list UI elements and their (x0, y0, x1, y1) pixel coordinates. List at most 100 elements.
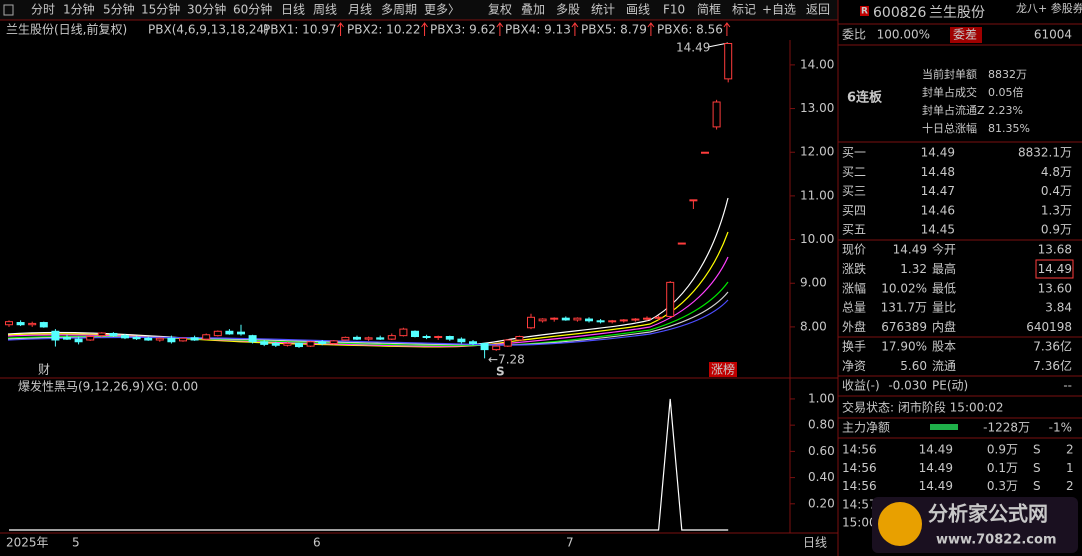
weicha-bg (950, 27, 982, 43)
up-arrow (571, 22, 579, 36)
high-label: 14.49 (676, 41, 710, 55)
indicator-value: PBX3: 9.62 (430, 23, 496, 37)
toolbar-button[interactable]: F10 (663, 3, 685, 17)
candle-body (109, 332, 118, 337)
toolbar-button[interactable]: 多周期 (381, 3, 417, 17)
candle-body (724, 42, 733, 80)
toolbar-button[interactable]: 分时 (31, 3, 55, 17)
trade-side: S (1033, 443, 1041, 457)
toolbar-button[interactable]: +自选 (762, 3, 796, 17)
toolbar-button[interactable]: 日线 (281, 3, 305, 17)
up-arrow (496, 22, 504, 36)
toolbar-button[interactable]: 15分钟 (141, 2, 180, 17)
trade-time: 15:00 (842, 516, 877, 530)
candle-body (132, 336, 141, 340)
toolbar-button[interactable]: 返回 (806, 3, 830, 17)
indicator-title: 爆发性黑马(9,12,26,9) (18, 379, 145, 394)
low-label: ←7.28 (488, 353, 525, 367)
label: 内盘 (932, 319, 956, 334)
board-badge-bg (709, 362, 737, 377)
trade-price: 14.49 (919, 479, 953, 493)
trade-side: S (1033, 479, 1041, 493)
watermark-url: www.70822.com (936, 533, 1057, 548)
value: 14.49 (893, 243, 927, 257)
label: 买三 (842, 184, 866, 198)
value: 100.00% (877, 28, 930, 42)
candle-body (677, 242, 686, 245)
value: 0.4万 (1041, 184, 1072, 198)
toolbar-button[interactable]: 多股 (556, 3, 580, 17)
trade-price: 14.49 (919, 443, 953, 457)
y-tick-label: 9.00 (800, 276, 827, 290)
toolbar-button[interactable]: 统计 (591, 3, 615, 17)
candle-body (167, 337, 176, 343)
label: 收益(-) (842, 378, 880, 392)
toolbar-button[interactable]: 周线 (313, 3, 337, 17)
up-arrow (337, 22, 344, 36)
candle-body (63, 337, 71, 340)
candle-body (643, 317, 651, 320)
label: 今开 (932, 242, 956, 257)
signal-marker: S (496, 365, 505, 379)
candle-body (631, 318, 640, 321)
toolbar-button[interactable]: 1分钟 (63, 2, 95, 17)
candle-body (74, 338, 83, 343)
trade-side: S (1033, 461, 1041, 475)
candle-body (701, 151, 709, 154)
y-tick-label: 13.00 (800, 101, 834, 115)
date-label: 7 (566, 536, 574, 550)
toolbar-button[interactable]: 60分钟 (233, 2, 272, 17)
indicator-value: PBX5: 8.79 (581, 23, 647, 37)
indicator-name: PBX(4,6,9,13,18,24) (148, 23, 269, 37)
stock-name: 兰生股份 (929, 5, 985, 21)
value: 8832万 (988, 68, 1027, 81)
candle-body (353, 336, 361, 340)
y-tick-label: 0.80 (808, 418, 835, 432)
trade-time: 14:56 (842, 479, 877, 493)
candle-body (550, 317, 559, 320)
toolbar-button[interactable]: 画线 (626, 3, 650, 17)
label: 买一 (842, 146, 866, 160)
toolbar-button[interactable]: 更多〉 (424, 3, 460, 17)
toolbar-button[interactable]: 叠加 (521, 3, 545, 17)
value: 1.32 (900, 262, 927, 276)
toolbar-button[interactable]: 30分钟 (187, 2, 226, 17)
label: PE(动) (932, 378, 968, 392)
trade-count: 1 (1066, 461, 1074, 475)
y-tick-label: 8.00 (800, 319, 827, 333)
indicator-value: PBX2: 10.22 (347, 23, 421, 37)
toolbar-button[interactable]: 简框 (697, 3, 721, 17)
y-tick-label: 10.00 (800, 232, 834, 246)
date-label: 日线 (803, 536, 827, 550)
toolbar-bg (0, 0, 838, 20)
candle-body (469, 341, 477, 345)
ma-line (7, 299, 729, 346)
candle-body (260, 341, 269, 345)
candle-body (573, 317, 582, 321)
value: 676389 (881, 320, 927, 334)
candle-body (28, 322, 37, 326)
y-tick-label: 1.00 (808, 391, 835, 405)
value: 4.8万 (1041, 165, 1072, 179)
label: 最高 (932, 261, 956, 276)
candle-body (283, 343, 292, 346)
toolbar-button[interactable]: 复权 (488, 3, 512, 17)
value: 640198 (1026, 320, 1072, 334)
watermark-title: 分析家公式网 (928, 502, 1048, 526)
toolbar-button[interactable]: 标记 (732, 3, 756, 17)
board-count: 6连板 (847, 90, 883, 106)
candle-body (457, 338, 466, 343)
candle-body (712, 101, 721, 128)
candle-body (318, 341, 327, 345)
label: 委差 (953, 28, 977, 42)
trade-price: 14.49 (919, 461, 953, 475)
candle-body (387, 335, 396, 340)
trade-time: 14:56 (842, 443, 877, 457)
candle-body (422, 336, 431, 339)
toolbar-button[interactable]: 5分钟 (103, 2, 135, 17)
y-tick-label: 14.00 (800, 57, 834, 71)
toolbar-button[interactable]: 月线 (348, 3, 372, 17)
candle-body (202, 334, 211, 340)
candle-body (434, 336, 443, 339)
